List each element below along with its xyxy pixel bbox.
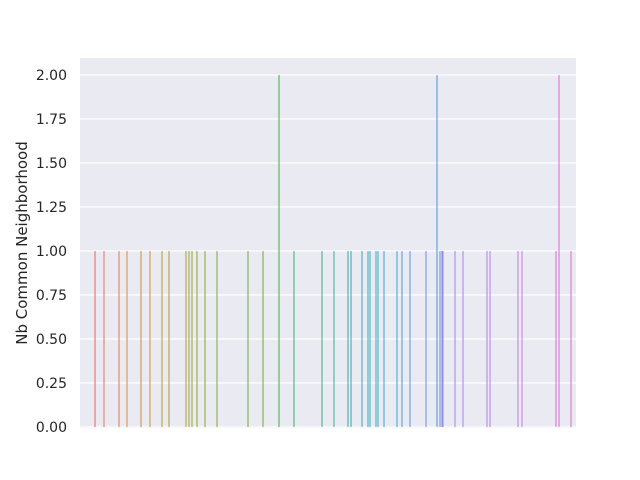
plot-background (80, 58, 576, 428)
gridlines (80, 74, 576, 428)
y-tick-label: 0.00 (36, 420, 67, 436)
y-tick-label: 2.00 (36, 68, 67, 84)
y-axis-ticks: 0.00 0.25 0.50 0.75 1.00 1.25 1.50 1.75 2.00 (36, 68, 67, 436)
bars (94, 75, 572, 427)
y-tick-label: 1.00 (36, 244, 67, 260)
y-tick-label: 0.75 (36, 288, 67, 304)
y-tick-label: 0.25 (36, 376, 67, 392)
y-tick-label: 1.25 (36, 200, 67, 216)
y-tick-label: 0.50 (36, 332, 67, 348)
y-tick-label: 1.50 (36, 156, 67, 172)
y-tick-label: 1.75 (36, 112, 67, 128)
y-axis-label: Nb Common Neighborhood (13, 141, 31, 344)
